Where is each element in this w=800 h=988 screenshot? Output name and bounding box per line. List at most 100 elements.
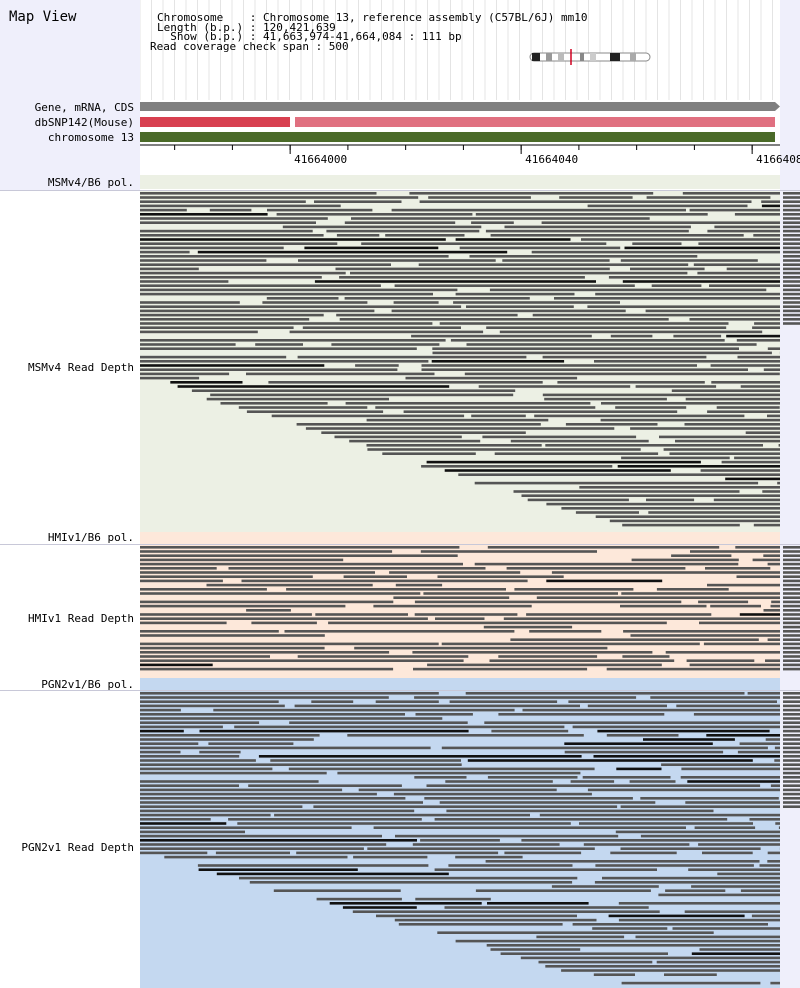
sequence-read — [551, 885, 659, 888]
chromosome-bar[interactable] — [140, 132, 775, 142]
sequence-read — [213, 708, 515, 712]
sequence-read — [487, 902, 589, 905]
sequence-read — [140, 813, 271, 817]
sequence-read — [140, 634, 325, 637]
sequence-read — [345, 402, 591, 405]
sequence-read — [170, 381, 243, 384]
sequence-read — [140, 313, 324, 317]
sequence-read — [783, 755, 800, 758]
sequence-read — [140, 746, 431, 750]
sequence-read — [608, 914, 745, 918]
sequence-read — [693, 713, 780, 716]
sequence-read — [617, 465, 780, 468]
sequence-read — [140, 755, 240, 758]
sequence-read — [210, 393, 514, 397]
snp-bar-right[interactable] — [295, 117, 775, 127]
sequence-read — [206, 583, 373, 587]
sequence-read — [228, 818, 422, 821]
sequence-read — [783, 575, 800, 578]
sequence-read — [783, 750, 800, 754]
sequence-read — [551, 571, 780, 574]
sequence-read — [140, 659, 464, 662]
sequence-read — [671, 554, 732, 557]
sequence-read — [282, 225, 482, 229]
sequence-read — [582, 776, 671, 779]
sequence-read — [615, 406, 687, 409]
sequence-read — [622, 523, 740, 527]
sequence-read — [778, 444, 780, 447]
sequence-read — [783, 238, 800, 241]
sequence-read — [296, 851, 499, 855]
sequence-read — [428, 196, 531, 199]
sequence-read — [717, 872, 780, 876]
coverage-span-info: Read coverage check span : 500 — [150, 40, 349, 53]
sequence-read — [140, 292, 433, 296]
sequence-read — [391, 309, 626, 313]
sequence-read — [140, 546, 460, 549]
sequence-read — [395, 583, 443, 587]
sequence-read — [284, 630, 515, 633]
sequence-read — [783, 763, 800, 766]
sequence-read — [783, 746, 800, 750]
sequence-read — [140, 318, 310, 321]
sequence-read — [353, 855, 428, 859]
sequence-read — [140, 721, 260, 724]
sequence-read — [355, 364, 399, 367]
sequence-read — [592, 927, 668, 930]
sequence-read — [763, 368, 780, 371]
sequence-read — [559, 196, 633, 199]
sequence-read — [783, 558, 800, 562]
sequence-read — [734, 213, 780, 216]
sequence-read — [228, 567, 486, 570]
sequence-read — [736, 339, 780, 342]
sequence-read — [466, 305, 574, 308]
sequence-read — [707, 410, 780, 413]
sequence-read — [504, 851, 582, 855]
sequence-read — [536, 935, 625, 939]
polymorphism-track — [140, 678, 780, 690]
sequence-read — [783, 318, 800, 321]
sequence-read — [455, 238, 571, 241]
sequence-read — [579, 486, 780, 489]
sequence-read — [140, 255, 449, 258]
ruler-tick-label: 41664000 — [294, 153, 347, 166]
app-title: Map View — [9, 9, 77, 25]
sequence-read — [140, 259, 267, 262]
sequence-read — [297, 355, 527, 359]
sequence-read — [597, 729, 770, 733]
pgn2v1-depth-label: PGN2v1 Read Depth — [21, 841, 134, 854]
sequence-read — [616, 767, 662, 771]
sequence-read — [661, 763, 780, 766]
sequence-read — [783, 280, 800, 283]
sequence-read — [446, 809, 714, 813]
sequence-read — [489, 659, 675, 662]
sequence-read — [682, 192, 780, 195]
sequence-read — [414, 600, 682, 604]
sequence-read — [140, 567, 217, 570]
sequence-read — [672, 927, 780, 930]
sequence-read — [716, 406, 780, 409]
sequence-read — [140, 276, 322, 279]
sequence-read — [140, 738, 314, 741]
sequence-read — [763, 554, 780, 557]
gene-track-bar[interactable] — [140, 102, 775, 111]
sequence-read — [140, 192, 377, 195]
sequence-read — [140, 200, 306, 203]
sequence-read — [753, 523, 780, 527]
sequence-read — [783, 613, 800, 616]
snp-bar-left[interactable] — [140, 117, 290, 127]
sequence-read — [140, 621, 227, 625]
sequence-read — [140, 717, 443, 720]
sequence-read — [140, 550, 393, 553]
sequence-read — [393, 596, 510, 599]
msmv4-depth-label: MSMv4 Read Depth — [28, 361, 134, 374]
genome-viewer[interactable]: 41664000 41664040 41664080 — [140, 0, 800, 988]
sequence-read — [421, 364, 697, 367]
sequence-read — [140, 347, 417, 350]
sequence-read — [735, 546, 780, 549]
sequence-read — [783, 579, 800, 583]
sequence-read — [710, 364, 780, 367]
sequence-read — [140, 376, 200, 380]
sequence-read — [676, 704, 780, 708]
sequence-read — [763, 609, 780, 612]
